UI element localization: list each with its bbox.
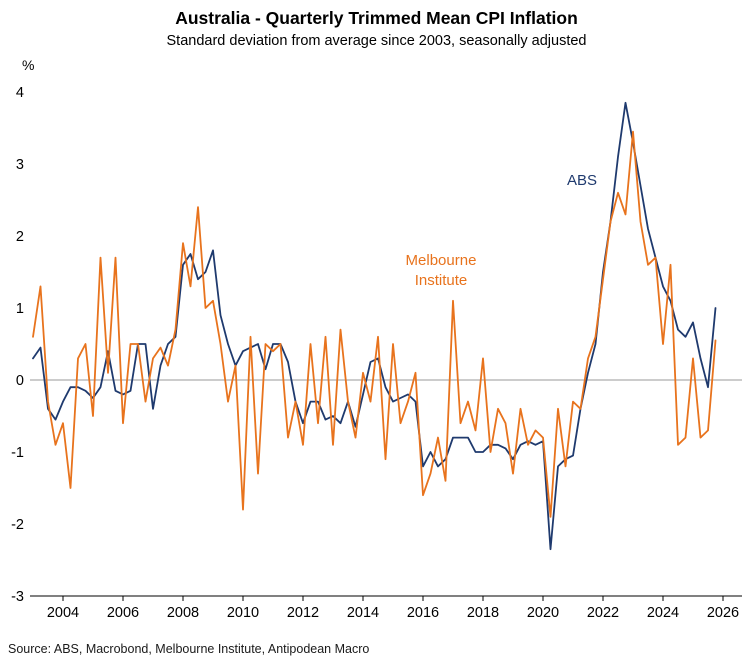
- y-tick-label: 2: [16, 229, 24, 245]
- y-tick-label: 0: [16, 373, 24, 389]
- x-tick-label: 2022: [587, 605, 619, 621]
- y-tick-label: 4: [16, 85, 24, 101]
- x-tick-label: 2016: [407, 605, 439, 621]
- x-tick-label: 2014: [347, 605, 379, 621]
- x-tick-label: 2012: [287, 605, 319, 621]
- x-tick-label: 2006: [107, 605, 139, 621]
- x-tick-label: 2010: [227, 605, 259, 621]
- abs-line: [32, 101, 717, 551]
- chart-subtitle: Standard deviation from average since 20…: [166, 33, 587, 49]
- x-tick-label: 2026: [707, 605, 739, 621]
- source-note: Source: ABS, Macrobond, Melbourne Instit…: [8, 642, 370, 656]
- chart-plot: 4 3 2 1 0 -1 -2 -3 2004 2006 2008 2010 2012 2014 2016 2…: [11, 85, 742, 621]
- x-tick-label: 2004: [47, 605, 79, 621]
- chart-title: Australia - Quarterly Trimmed Mean CPI I…: [175, 8, 578, 28]
- y-tick-label: -2: [11, 517, 24, 533]
- y-tick-label: 1: [16, 301, 24, 317]
- y-tick-label: 3: [16, 157, 24, 173]
- y-tick-label: -1: [11, 445, 24, 461]
- y-axis-unit-label: %: [22, 57, 35, 73]
- x-tick-label: 2020: [527, 605, 559, 621]
- melbourne-institute-line: [32, 130, 717, 518]
- melbourne-institute-annotation: Institute: [415, 272, 468, 289]
- x-tick-label: 2018: [467, 605, 499, 621]
- x-tick-label: 2024: [647, 605, 679, 621]
- y-tick-label: -3: [11, 589, 24, 605]
- abs-annotation: ABS: [567, 172, 597, 189]
- melbourne-institute-annotation: Melbourne: [406, 252, 477, 269]
- x-tick-label: 2008: [167, 605, 199, 621]
